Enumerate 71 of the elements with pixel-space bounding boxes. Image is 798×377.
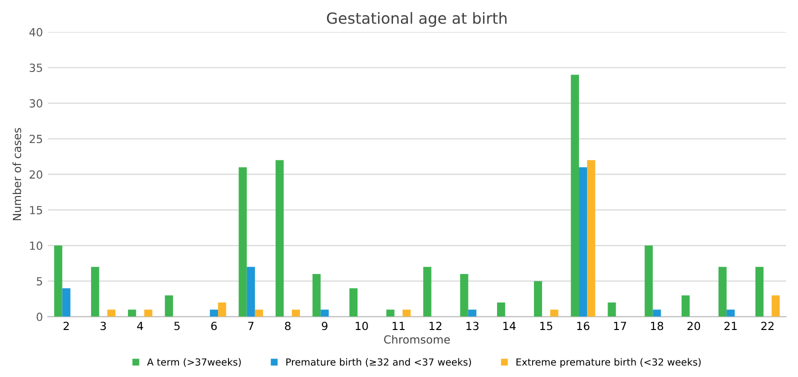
bar: [608, 302, 616, 317]
bar: [254, 310, 264, 317]
bar: [312, 274, 321, 317]
x-tick-label: 15: [540, 322, 552, 330]
bar: [107, 310, 116, 317]
bar: [726, 310, 735, 317]
y-tick-label: 5: [36, 277, 42, 286]
bar: [534, 281, 542, 317]
bar: [210, 310, 218, 317]
bar: [644, 246, 653, 317]
y-tick-label: 30: [30, 99, 42, 108]
x-tick-label: 7: [248, 322, 254, 330]
bar: [54, 246, 62, 317]
bar: [652, 310, 661, 317]
bar: [587, 160, 596, 317]
x-tick-label: 5: [174, 322, 180, 330]
y-axis-title: Number of cases: [12, 128, 22, 220]
x-tick-label: 14: [503, 322, 516, 330]
x-tick-label: 17: [614, 322, 626, 330]
x-tick-label: 8: [284, 322, 291, 330]
y-tick-label: 0: [36, 312, 42, 322]
x-tick-label: 20: [688, 322, 700, 330]
bar: [402, 310, 411, 317]
x-tick-label: 4: [137, 322, 144, 330]
bar: [578, 167, 588, 317]
y-tick-label: 20: [30, 170, 42, 179]
bar: [570, 74, 579, 317]
y-tick-label: 10: [30, 241, 42, 250]
bar: [550, 310, 558, 317]
bar: [128, 310, 136, 317]
x-tick-label: 12: [430, 322, 442, 330]
legend-label: A term (>37weeks): [147, 358, 241, 367]
bar: [144, 310, 152, 317]
x-axis-title: Chromsome: [384, 335, 450, 344]
x-tick-label: 11: [392, 322, 405, 330]
y-tick-label: 40: [29, 28, 42, 36]
bar: [460, 274, 468, 317]
bar: [682, 295, 690, 317]
bar: [772, 295, 780, 317]
y-tick-label: 35: [30, 64, 42, 72]
x-tick-label: 3: [100, 322, 106, 330]
bar: [349, 288, 358, 317]
bar: [468, 310, 476, 317]
bar: [497, 302, 506, 317]
x-tick-label: 22: [761, 322, 774, 330]
y-tick-label: 15: [30, 206, 42, 214]
bar: [246, 266, 255, 317]
bar: [320, 310, 329, 317]
x-tick-label: 10: [356, 322, 368, 330]
x-tick-label: 9: [322, 322, 328, 330]
x-tick-label: 16: [577, 322, 590, 330]
bar: [91, 266, 100, 317]
x-tick-label: 21: [724, 322, 737, 330]
bar: [423, 266, 432, 317]
bar: [276, 160, 284, 317]
y-tick-label: 25: [30, 134, 42, 144]
x-tick-label: 2: [64, 322, 69, 330]
legend-label: Premature birth (≥32 and <37 weeks): [286, 358, 471, 367]
bar: [718, 266, 727, 317]
legend-label: Extreme premature birth (<32 weeks): [516, 358, 701, 368]
bar: [386, 310, 394, 317]
x-tick-label: 13: [466, 322, 478, 330]
bar: [62, 288, 70, 317]
x-tick-label: 18: [651, 322, 664, 330]
bar: [755, 266, 764, 317]
bar: [292, 310, 300, 317]
bar: [164, 295, 173, 317]
bar: [238, 167, 247, 317]
x-tick-label: 6: [211, 322, 217, 330]
chart-title: Gestational age at birth: [326, 12, 507, 27]
bar: [218, 302, 226, 317]
